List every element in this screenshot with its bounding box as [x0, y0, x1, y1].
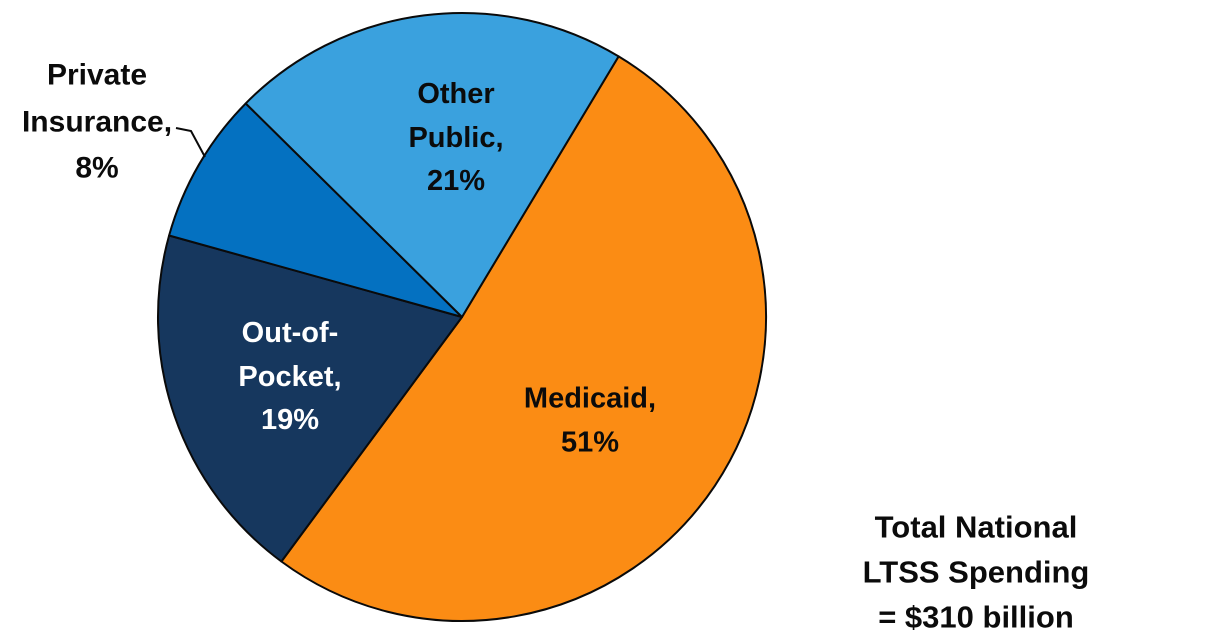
label-medicaid: Medicaid, 51% — [523, 382, 657, 459]
pie-slice-private-insurance — [168, 102, 463, 318]
total-spending-annotation: Total National LTSS Spending = $310 bill… — [862, 509, 1090, 635]
label-out-of-pocket: Out-of- Pocket, 19% — [238, 316, 342, 436]
label-other-public: Other Public, 21% — [408, 77, 504, 197]
leader-line-private-insurance — [175, 127, 206, 158]
pie-slice-out-of-pocket — [156, 234, 463, 563]
label-private-insurance: Private Insurance, 8% — [21, 58, 173, 185]
pie-slice-other-public — [244, 12, 620, 318]
pie-slice-medicaid — [280, 55, 767, 622]
